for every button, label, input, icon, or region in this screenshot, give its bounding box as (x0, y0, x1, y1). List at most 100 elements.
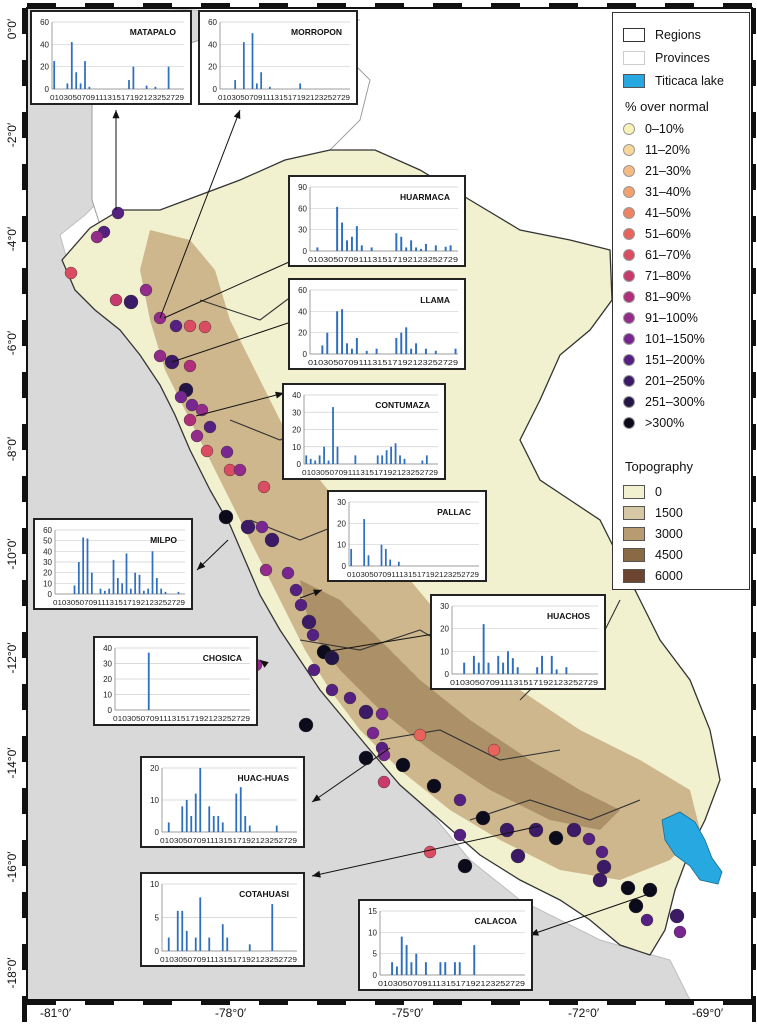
class-dot-icon (623, 207, 635, 219)
station-marker (510, 848, 526, 864)
frame-tick (752, 476, 756, 502)
bar (305, 455, 308, 464)
inset-chart-contumaza: 0 10 20 30 40 010305070911131517192123252729 C… (282, 383, 446, 480)
class-label: 0–10% (645, 122, 684, 136)
arrowhead-icon (197, 561, 206, 570)
bar (380, 544, 383, 566)
legend-class: >300% (623, 414, 684, 432)
legend-lake-label: Titicaca lake (655, 74, 725, 88)
inset-chart-cotahuasi: 0 5 10 010305070911131517192123252729 COTAHU… (140, 872, 305, 967)
bar (181, 910, 184, 951)
longitude-label: -78°0′ (215, 1006, 247, 1020)
bar (550, 655, 553, 674)
frame-tick (27, 1000, 56, 1005)
bar (208, 937, 211, 951)
legend-class: 91–100% (623, 309, 698, 327)
bar (497, 655, 500, 674)
inset-plot: 0 10 20 30 010305070911131517192123252729 PAL… (337, 498, 479, 579)
arrowhead-icon (313, 589, 322, 597)
y-tick-label: 40 (298, 307, 307, 316)
bar (316, 247, 319, 251)
frame-tick (723, 3, 752, 8)
bar (444, 962, 447, 975)
station-marker (358, 704, 374, 720)
bar (142, 590, 145, 594)
inset-title: CALACOA (475, 916, 518, 926)
legend-class: 21–30% (623, 162, 691, 180)
frame-tick (752, 320, 756, 346)
bar (385, 450, 388, 464)
bar (425, 455, 428, 464)
class-label: 81–90% (645, 290, 691, 304)
class-dot-icon (623, 396, 635, 408)
station-marker (307, 663, 321, 677)
legend-class: 31–40% (623, 183, 691, 201)
y-tick-label: 60 (298, 204, 307, 213)
frame-tick (752, 736, 756, 762)
class-label: 71–80% (645, 269, 691, 283)
inset-title: PALLAC (437, 507, 471, 517)
class-dot-icon (623, 270, 635, 282)
bar (370, 247, 373, 251)
andes-highland (140, 230, 700, 880)
regions-swatch (623, 28, 645, 42)
y-tick-label: 0 (297, 460, 302, 469)
legend-provinces: Provinces (623, 49, 710, 67)
legend-class: 251–300% (623, 393, 705, 411)
inset-arrow-line (311, 825, 541, 877)
bar (400, 332, 403, 354)
frame-tick (22, 476, 27, 502)
y-tick-label: 60 (43, 526, 52, 535)
y-tick-label: 20 (150, 764, 159, 773)
y-tick-label: 0 (303, 247, 308, 256)
station-marker (169, 319, 183, 333)
station-marker (582, 832, 596, 846)
legend-regions: Regions (623, 26, 701, 44)
x-tick-labels: 010305070911131517192123252729 (113, 714, 250, 723)
bar (321, 345, 324, 354)
inset-plot: 0 10 20 30 40 010305070911131517192123252729 C… (103, 644, 250, 723)
bar (472, 655, 475, 674)
station-marker (413, 728, 427, 742)
bar (541, 655, 544, 674)
bar (208, 806, 211, 832)
bar (424, 348, 427, 354)
bar (167, 937, 170, 951)
bar (565, 667, 568, 674)
inset-plot: 0 10 20 010305070911131517192123252729 HUAC-… (150, 764, 297, 845)
bar (397, 561, 400, 566)
topo-label: 4500 (655, 548, 683, 562)
bar (389, 559, 392, 566)
x-tick-labels: 010305070911131517192123252729 (308, 255, 458, 264)
inset-arrow-line (163, 257, 299, 319)
station-marker (640, 913, 654, 927)
bar (239, 787, 242, 832)
bar (463, 662, 466, 674)
bar (132, 66, 135, 89)
inset-arrow-line (529, 894, 647, 936)
bar (155, 578, 158, 594)
bar (444, 246, 447, 251)
inset-arrow-line (311, 747, 391, 803)
bar (134, 572, 137, 594)
legend-lake: Titicaca lake (623, 72, 724, 90)
topo-swatch (623, 485, 645, 499)
y-tick-label: 40 (43, 547, 52, 556)
class-label: >300% (645, 416, 685, 430)
inset-plot: 0 10 20 30 010305070911131517192123252729 HUA… (440, 602, 598, 687)
frame-tick (752, 684, 756, 710)
legend-topo-class: 3000 (623, 525, 683, 543)
bar (336, 311, 339, 354)
bar (99, 588, 102, 594)
bar (299, 83, 302, 89)
inset-chart-matapalo: 0 20 40 60 010305070911131517192123252729 MAT… (30, 10, 192, 105)
y-tick-label: 0 (108, 706, 113, 715)
station-marker (294, 598, 308, 612)
bar (185, 800, 188, 832)
station-marker (457, 858, 473, 874)
axis-line (219, 22, 350, 90)
inset-plot: 0 5 10 010305070911131517192123252729 COTAHU… (150, 880, 297, 964)
arrowhead-icon (312, 794, 321, 802)
bar (128, 80, 130, 89)
